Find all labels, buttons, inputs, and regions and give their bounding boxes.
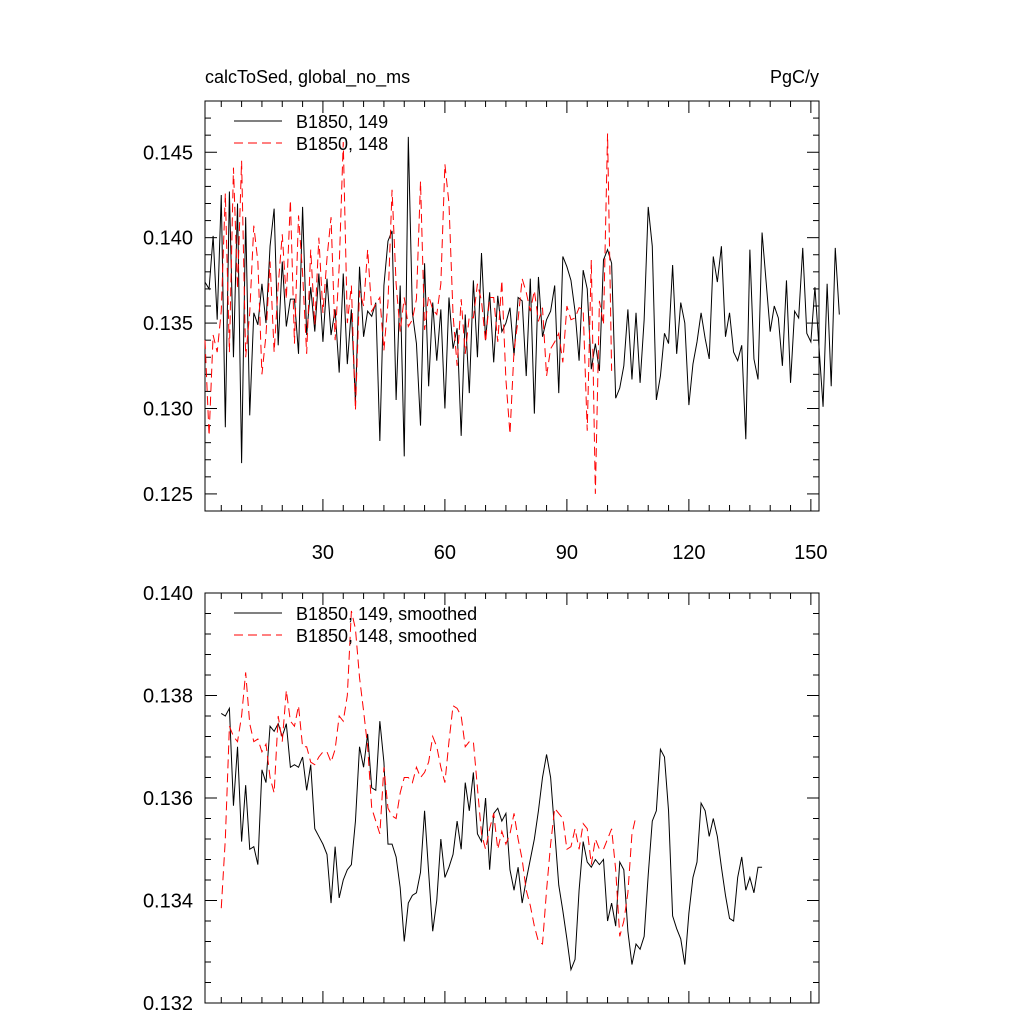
top-ytick-label: 0.130	[143, 399, 193, 421]
bottom-legend-label-2: B1850, 148, smoothed	[296, 626, 477, 646]
top-series-lines	[204, 133, 840, 494]
top-ytick-label: 0.140	[143, 228, 193, 250]
top-legend-label-1: B1850, 149	[296, 112, 388, 132]
top-xtick-label: 120	[672, 542, 705, 564]
bottom-panel: 0.132 0.134 0.136 0.138 0.140 B1850, 149, sm…	[143, 583, 820, 1015]
top-xtick-label: 150	[794, 542, 827, 564]
top-panel: calcToSed, global_no_ms PgC/y 0.125 0.130…	[143, 67, 840, 564]
top-xtick-label: 90	[556, 542, 578, 564]
bottom-series-line-2	[220, 610, 637, 945]
top-ticks: 0.125 0.130 0.135 0.140 0.145 30 60 90 120 150	[143, 100, 828, 564]
top-xtick-label: 60	[434, 542, 456, 564]
top-xtick-label: 30	[312, 542, 334, 564]
bottom-plot-frame	[204, 592, 820, 1004]
bottom-ytick-label: 0.138	[143, 686, 193, 708]
bottom-ticks: 0.132 0.134 0.136 0.138 0.140	[143, 583, 819, 1015]
top-series-line-2	[204, 133, 613, 494]
bottom-series-lines	[220, 610, 763, 972]
top-ytick-label: 0.135	[143, 313, 193, 335]
top-legend-label-2: B1850, 148	[296, 134, 388, 154]
top-title-left: calcToSed, global_no_ms	[205, 67, 410, 88]
top-plot-frame	[204, 100, 820, 512]
bottom-legend-label-1: B1850, 149, smoothed	[296, 604, 477, 624]
top-ytick-label: 0.125	[143, 484, 193, 506]
bottom-ytick-label: 0.134	[143, 891, 193, 913]
top-title-right: PgC/y	[770, 67, 819, 87]
top-series-line-1	[204, 136, 840, 464]
bottom-ytick-label: 0.136	[143, 788, 193, 810]
top-ytick-label: 0.145	[143, 142, 193, 164]
bottom-series-line-1	[220, 706, 763, 972]
bottom-ytick-label: 0.132	[143, 993, 193, 1015]
bottom-ytick-label: 0.140	[143, 583, 193, 605]
